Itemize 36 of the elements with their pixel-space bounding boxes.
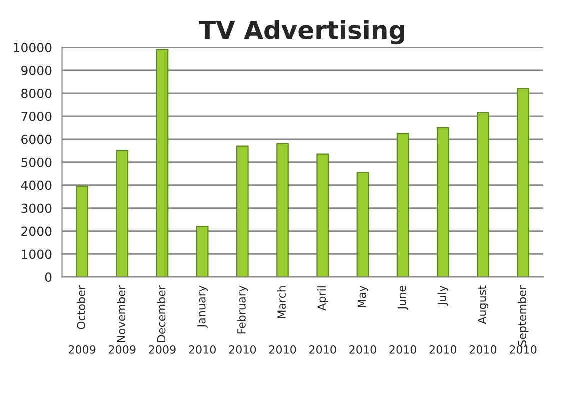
bar xyxy=(436,127,450,278)
bar xyxy=(156,49,169,278)
category-label: April 2010 xyxy=(310,286,336,354)
bar xyxy=(116,150,129,278)
bar xyxy=(236,146,249,278)
y-tick-label: 1000 xyxy=(22,250,52,260)
y-tick-label: 2000 xyxy=(22,226,52,236)
category-label: December 2009 xyxy=(149,286,176,354)
category-label: September 2010 xyxy=(510,286,537,354)
bar xyxy=(196,226,209,278)
category-label: March 2010 xyxy=(269,286,296,354)
y-tick-label: 6000 xyxy=(22,134,52,144)
y-tick-label: 7000 xyxy=(22,112,52,122)
bar xyxy=(276,143,289,278)
category-label: July 2010 xyxy=(430,286,457,354)
category-label: February 2010 xyxy=(229,286,256,354)
category-label: October 2009 xyxy=(68,286,96,354)
category-label: May 2010 xyxy=(350,286,376,354)
chart-title: TV Advertising xyxy=(199,20,405,45)
bar xyxy=(316,154,330,278)
y-tick-label: 3000 xyxy=(22,204,52,214)
y-tick-label: 4000 xyxy=(21,180,52,190)
y-tick-label: 8000 xyxy=(22,88,52,98)
bar xyxy=(76,186,88,278)
y-tick-label: 5000 xyxy=(22,158,52,168)
bar xyxy=(517,88,530,278)
y-tick-label: 0 xyxy=(45,272,52,282)
category-label: November 2009 xyxy=(109,286,136,354)
y-tick-label: 10000 xyxy=(14,42,52,52)
bar xyxy=(356,172,370,278)
bar xyxy=(477,112,490,278)
category-label: August 2010 xyxy=(470,286,497,354)
category-label: January 2010 xyxy=(189,286,216,354)
bar xyxy=(396,133,410,278)
y-tick-label: 9000 xyxy=(22,66,52,76)
category-label: June 2010 xyxy=(390,286,416,354)
